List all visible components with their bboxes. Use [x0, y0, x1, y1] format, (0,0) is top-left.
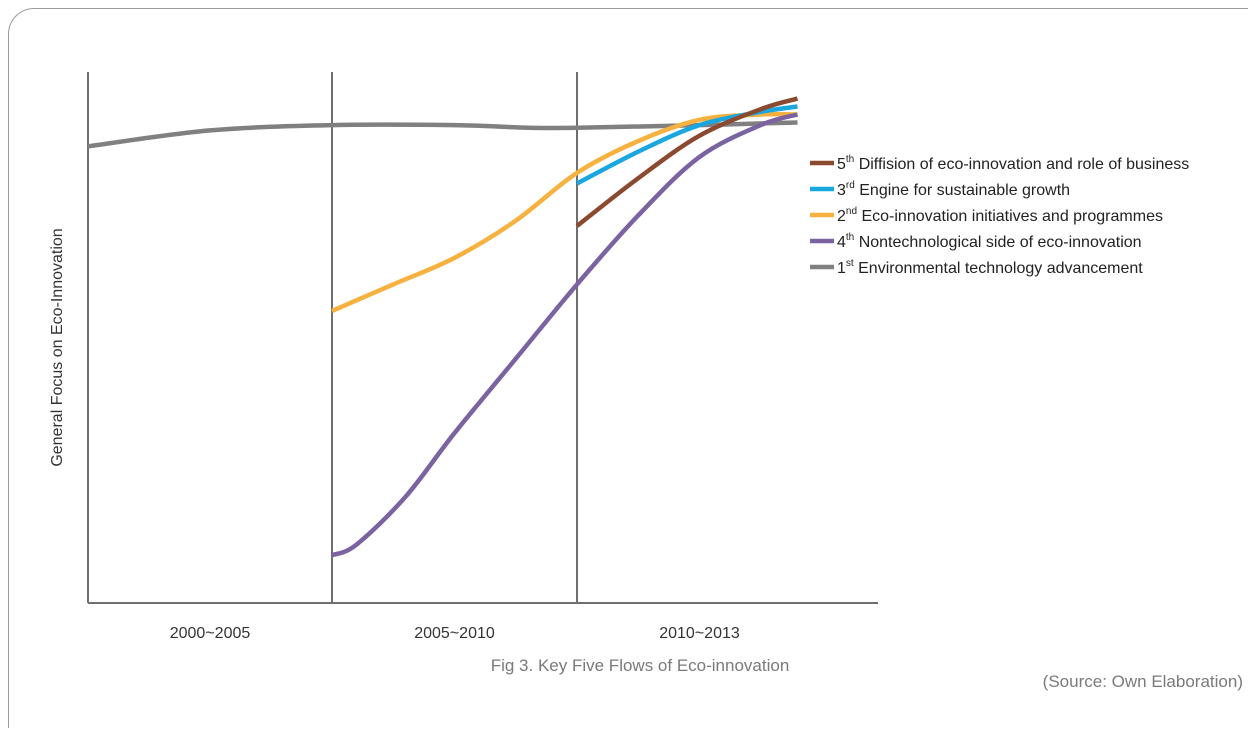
legend-entry: 5th Diffision of eco-innovation and role… — [837, 154, 1189, 173]
series-line-5th — [575, 96, 799, 228]
legend-entry: 4th Nontechnological side of eco-innovat… — [837, 232, 1142, 251]
source-note: (Source: Own Elaboration) — [1042, 672, 1243, 691]
series-line-3rd — [575, 104, 798, 186]
legend-entry: 2nd Eco-innovation initiatives and progr… — [837, 206, 1163, 225]
x-tick-label: 2010~2013 — [659, 625, 740, 642]
figure-caption: Fig 3. Key Five Flows of Eco-innovation — [490, 656, 790, 675]
x-tick-label: 2000~2005 — [170, 625, 251, 642]
figure-frame — [8, 8, 1248, 728]
legend-entry: 1st Environmental technology advancement — [837, 258, 1143, 277]
series-line-2nd — [331, 111, 798, 314]
series-line-4th — [331, 112, 799, 558]
legend-entry: 3rd Engine for sustainable growth — [837, 180, 1070, 199]
y-axis-label: General Focus on Eco-Innovation — [49, 228, 66, 466]
x-tick-label: 2005~2010 — [414, 625, 495, 642]
